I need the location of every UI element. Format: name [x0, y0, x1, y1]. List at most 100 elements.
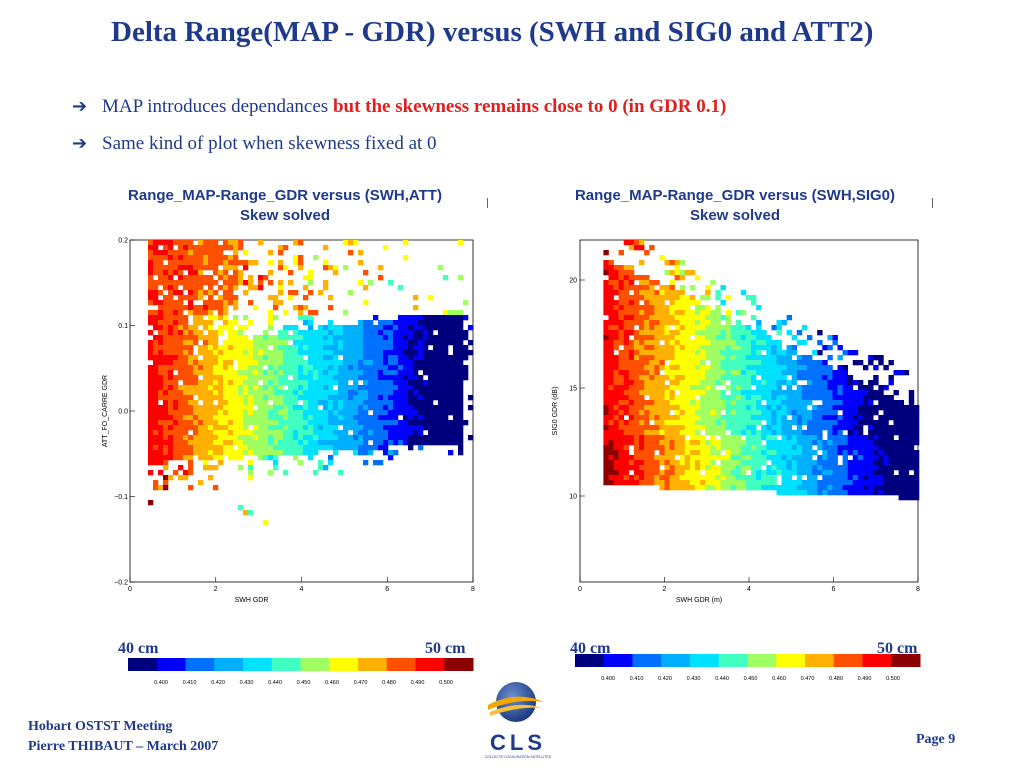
- heatmap-cell: [756, 305, 762, 311]
- heatmap-cell: [383, 355, 389, 361]
- heatmap-cell: [303, 275, 309, 281]
- heatmap-cell: [318, 430, 324, 436]
- heatmap-cell: [163, 400, 169, 406]
- heatmap-cell: [243, 395, 249, 401]
- heatmap-cell: [603, 280, 609, 286]
- heatmap-cell: [263, 355, 269, 361]
- heatmap-cell: [801, 490, 808, 496]
- heatmap-cell: [223, 265, 229, 271]
- heatmap-cell: [786, 435, 792, 441]
- heatmap-cell: [771, 450, 777, 456]
- heatmap-cell: [218, 350, 224, 356]
- heatmap-cell: [633, 405, 640, 411]
- heatmap-cell: [796, 375, 803, 381]
- heatmap-cell: [863, 395, 869, 401]
- heatmap-cell: [208, 285, 214, 291]
- heatmap-cell: [423, 340, 429, 346]
- heatmap-cell: [163, 465, 169, 471]
- heatmap-cell: [771, 460, 777, 466]
- heatmap-cell: [623, 330, 630, 336]
- heatmap-cell: [413, 335, 419, 341]
- heatmap-cell: [700, 465, 706, 471]
- heatmap-cell: [776, 485, 782, 491]
- heatmap-cell: [628, 430, 635, 436]
- heatmap-cell: [740, 450, 747, 456]
- heatmap-cell: [283, 430, 289, 436]
- heatmap-cell: [705, 415, 711, 421]
- heatmap-cell: [705, 365, 711, 371]
- heatmap-cell: [153, 455, 159, 461]
- heatmap-cell: [812, 395, 818, 401]
- heatmap-cell: [448, 395, 454, 401]
- heatmap-cell: [278, 290, 284, 296]
- heatmap-cell: [883, 470, 889, 476]
- heatmap-cell: [735, 435, 742, 441]
- heatmap-cell: [298, 315, 304, 321]
- heatmap-cell: [751, 300, 757, 306]
- heatmap-cell: [618, 470, 624, 476]
- heatmap-cell: [303, 295, 309, 301]
- heatmap-cell: [908, 475, 915, 481]
- heatmap-cell: [807, 400, 813, 406]
- heatmap-cell: [248, 285, 254, 291]
- heatmap-cell: [408, 395, 414, 401]
- heatmap-cell: [873, 375, 879, 381]
- heatmap-cell: [730, 405, 736, 411]
- heatmap-cell: [786, 365, 792, 371]
- heatmap-cell: [654, 325, 660, 331]
- heatmap-cell: [761, 450, 767, 456]
- heatmap-cell: [228, 350, 234, 356]
- heatmap-cell: [801, 340, 808, 346]
- heatmap-cell: [679, 355, 686, 361]
- heatmap-cell: [710, 445, 716, 451]
- heatmap-cell: [873, 425, 879, 431]
- heatmap-cell: [608, 320, 614, 326]
- heatmap-cell: [674, 325, 680, 331]
- heatmap-cell: [248, 445, 254, 451]
- heatmap-cell: [153, 355, 159, 361]
- heatmap-cell: [148, 270, 154, 276]
- heatmap-cell: [684, 420, 691, 426]
- heatmap-cell: [188, 380, 194, 386]
- heatmap-cell: [639, 480, 645, 486]
- heatmap-cell: [654, 425, 660, 431]
- heatmap-cell: [618, 410, 624, 416]
- heatmap-cell: [847, 480, 854, 486]
- heatmap-cell: [338, 405, 344, 411]
- heatmap-cell: [863, 445, 869, 451]
- heatmap-cell: [418, 335, 424, 341]
- heatmap-cell: [781, 415, 787, 421]
- heatmap-cell: [674, 335, 680, 341]
- heatmap-cell: [403, 395, 409, 401]
- heatmap-cell: [328, 410, 334, 416]
- heatmap-cell: [188, 300, 194, 306]
- heatmap-cell: [791, 470, 798, 476]
- heatmap-cell: [173, 255, 179, 261]
- heatmap-cell: [183, 385, 189, 391]
- heatmap-cell: [639, 385, 645, 391]
- heatmap-cell: [618, 395, 624, 401]
- heatmap-cell: [883, 420, 889, 426]
- heatmap-cell: [268, 385, 274, 391]
- heatmap-cell: [639, 395, 645, 401]
- heatmap-cell: [328, 460, 334, 466]
- heatmap-cell: [633, 415, 640, 421]
- heatmap-cell: [837, 430, 843, 436]
- heatmap-cell: [213, 375, 219, 381]
- heatmap-cell: [618, 250, 624, 256]
- heatmap-cell: [298, 305, 304, 311]
- heatmap-cell: [268, 430, 274, 436]
- heatmap-cell: [751, 330, 757, 336]
- heatmap-cell: [796, 385, 803, 391]
- heatmap-cell: [278, 355, 284, 361]
- heatmap-cell: [796, 435, 803, 441]
- heatmap-cell: [288, 410, 294, 416]
- heatmap-cell: [428, 380, 434, 386]
- heatmap-cell: [639, 460, 645, 466]
- heatmap-cell: [268, 420, 274, 426]
- heatmap-cell: [453, 350, 459, 356]
- heatmap-cell: [669, 365, 675, 371]
- heatmap-cell: [715, 440, 721, 446]
- heatmap-cell: [735, 425, 742, 431]
- heatmap-cell: [303, 360, 309, 366]
